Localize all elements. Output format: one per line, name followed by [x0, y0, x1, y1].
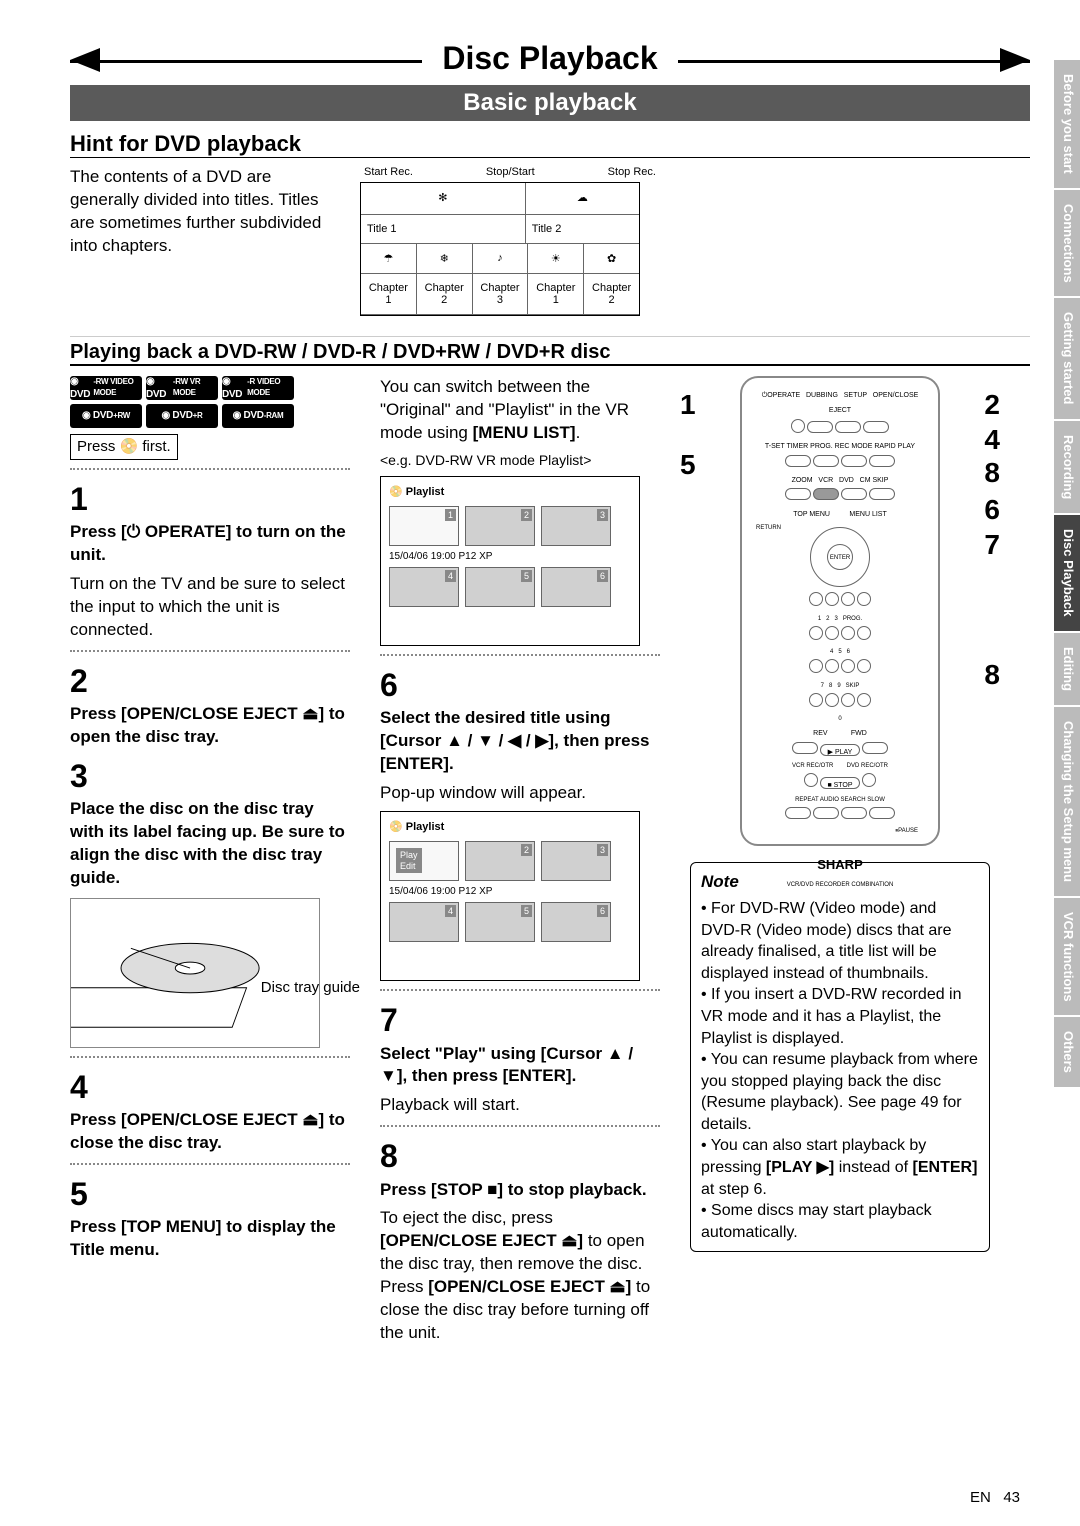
timeline-labels: Start Rec. Stop/Start Stop Rec.: [360, 166, 660, 182]
note-box: Note For DVD-RW (Video mode) and DVD-R (…: [690, 862, 990, 1252]
side-tab: Getting started: [1054, 298, 1080, 418]
remote-ref-1: 1: [680, 386, 696, 424]
page-footer: EN 43: [970, 1489, 1020, 1506]
note-item: You can also start playback by pressing …: [701, 1135, 979, 1200]
step-4-num: 4: [70, 1066, 350, 1109]
step-8-body: To eject the disc, press [OPEN/CLOSE EJE…: [380, 1207, 660, 1345]
disc-tray-figure: [70, 898, 320, 1048]
page-subtitle: Basic playback: [70, 85, 1030, 121]
disc-tray-label: Disc tray guide: [261, 978, 360, 998]
timeline-diagram: ✻ ☁ Title 1 Title 2 ☂❄♪ ☀✿ Chapter 1 Cha…: [360, 182, 640, 316]
step-5-bold: Press [TOP MENU] to display the Title me…: [70, 1217, 336, 1259]
playback-heading: Playing back a DVD-RW / DVD-R / DVD+RW /…: [70, 336, 1030, 366]
step-2-bold: Press [OPEN/CLOSE EJECT ⏏] to open the d…: [70, 704, 345, 746]
remote-ref-8a: 8: [984, 454, 1000, 492]
step-8-bold: Press [STOP ■] to stop playback.: [380, 1180, 647, 1199]
side-nav-tabs: Before you startConnectionsGetting start…: [1054, 60, 1080, 1089]
remote-ref-5: 5: [680, 446, 696, 484]
step-3-num: 3: [70, 755, 350, 798]
step-2-num: 2: [70, 660, 350, 703]
hint-body: The contents of a DVD are generally divi…: [70, 166, 330, 258]
remote-control-diagram: ⏻OPERATE DUBBING SETUP OPEN/CLOSE EJECT …: [740, 376, 940, 846]
playlist-diagram-2: 📀 Playlist PlayEdit 2 3 15/04/06 19:00 P…: [380, 811, 640, 981]
hint-heading: Hint for DVD playback: [70, 131, 1030, 158]
playlist-caption: <e.g. DVD-RW VR mode Playlist>: [380, 451, 660, 470]
step-5-body: You can switch between the "Original" an…: [380, 376, 660, 445]
step-4-bold: Press [OPEN/CLOSE EJECT ⏏] to close the …: [70, 1110, 345, 1152]
step-6-body: Pop-up window will appear.: [380, 782, 660, 805]
remote-ref-2: 2: [984, 386, 1000, 424]
dvd-badge: ◉ DVD+RW: [70, 404, 142, 428]
note-item: Some discs may start playback automatica…: [701, 1200, 979, 1243]
step-1-num: 1: [70, 478, 350, 521]
note-list: For DVD-RW (Video mode) and DVD-R (Video…: [701, 898, 979, 1244]
playlist-diagram-1: 📀 Playlist 1 2 3 15/04/06 19:00 P12 XP 4…: [380, 476, 640, 646]
page-title: Disc Playback: [422, 40, 677, 77]
note-item: For DVD-RW (Video mode) and DVD-R (Video…: [701, 898, 979, 984]
step-6-bold: Select the desired title using [Cursor ▲…: [380, 708, 650, 773]
side-tab: Connections: [1054, 190, 1080, 297]
dvd-format-badges: ◉ DVD-RW VIDEO MODE◉ DVD-RW VR MODE◉ DVD…: [70, 376, 300, 428]
side-tab: Editing: [1054, 633, 1080, 705]
step-1-bold: Press [⏻ OPERATE] to turn on the unit.: [70, 522, 346, 564]
step-7-body: Playback will start.: [380, 1094, 660, 1117]
side-tab: Recording: [1054, 421, 1080, 513]
dvd-badge: ◉ DVD+R: [146, 404, 218, 428]
step-7-num: 7: [380, 999, 660, 1042]
dvd-badge: ◉ DVD-RAM: [222, 404, 294, 428]
step-1-body: Turn on the TV and be sure to select the…: [70, 573, 350, 642]
step-6-num: 6: [380, 664, 660, 707]
side-tab: Others: [1054, 1017, 1080, 1087]
step-7-bold: Select "Play" using [Cursor ▲ / ▼], then…: [380, 1044, 633, 1086]
remote-ref-8b: 8: [984, 656, 1000, 694]
step-3-bold: Place the disc on the disc tray with its…: [70, 799, 345, 887]
dvd-badge: ◉ DVD-RW VIDEO MODE: [70, 376, 142, 400]
remote-ref-6: 6: [984, 491, 1000, 529]
page-title-banner: Disc Playback: [70, 40, 1030, 77]
side-tab: Before you start: [1054, 60, 1080, 188]
side-tab: Changing the Setup menu: [1054, 707, 1080, 896]
remote-ref-7: 7: [984, 526, 1000, 564]
side-tab: Disc Playback: [1054, 515, 1080, 630]
press-first-note: Press 📀 first.: [70, 434, 178, 460]
dvd-badge: ◉ DVD-RW VR MODE: [146, 376, 218, 400]
side-tab: VCR functions: [1054, 898, 1080, 1016]
step-8-num: 8: [380, 1135, 660, 1178]
note-item: If you insert a DVD-RW recorded in VR mo…: [701, 984, 979, 1049]
dvd-badge: ◉ DVD-R VIDEO MODE: [222, 376, 294, 400]
step-5-num: 5: [70, 1173, 350, 1216]
note-item: You can resume playback from where you s…: [701, 1049, 979, 1135]
